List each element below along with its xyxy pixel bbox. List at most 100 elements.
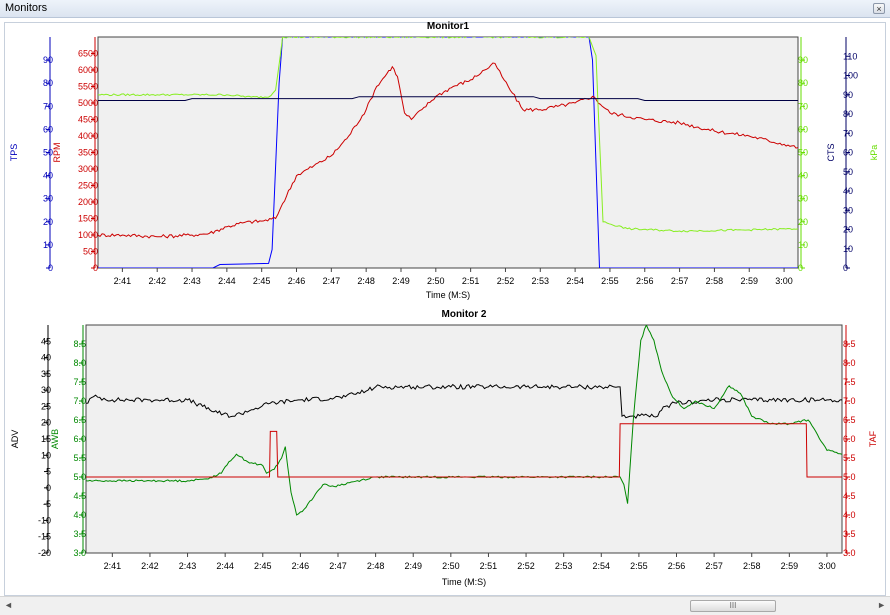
x-tick-label: 2:47 (329, 561, 347, 571)
series-line-tps (98, 37, 798, 268)
y-tick-label-adv: 5 (46, 467, 51, 477)
x-tick-label: 3:00 (818, 561, 836, 571)
x-tick-label: 2:57 (671, 276, 689, 286)
y-tick-label-tps: 30 (43, 194, 53, 204)
y-tick-label-adv: 30 (41, 385, 51, 395)
y-tick-label-cts: 80 (843, 109, 853, 119)
y-tick-label-awb: 6.5 (73, 415, 86, 425)
scroll-right-icon[interactable]: ► (877, 600, 886, 610)
x-tick-label: 2:47 (323, 276, 341, 286)
y-tick-label-cts: 60 (843, 148, 853, 158)
monitors-charts: Monitor1 2:41 2:42 2:43 2:44 2:45 2:46 2:47 2:48… (9, 21, 879, 587)
x-tick-label: 2:53 (555, 561, 573, 571)
y-tick-label-kpa: 70 (798, 101, 808, 111)
series-line-taf (86, 423, 842, 478)
y-tick-label-awb: 5.0 (73, 472, 86, 482)
x-tick-label: 2:52 (497, 276, 515, 286)
x-tick-label: 3:00 (775, 276, 793, 286)
y-axis-label-taf: TAF (868, 430, 878, 447)
y-tick-label-rpm: 6500 (78, 49, 98, 59)
y-tick-label-rpm: 2500 (78, 181, 98, 191)
monitors-frame (4, 22, 886, 596)
y-tick-label-adv: 35 (41, 369, 51, 379)
y-axis-label-adv: ADV (10, 430, 20, 449)
y-tick-label-taf: 3.5 (843, 529, 856, 539)
y-tick-label-adv: 15 (41, 434, 51, 444)
y-tick-label-kpa: 60 (798, 124, 808, 134)
series-line-kpa (98, 37, 798, 233)
y-tick-label-taf: 6.0 (843, 434, 856, 444)
y-tick-label-cts: 30 (843, 205, 853, 215)
y-axis-label-tps: TPS (9, 144, 19, 162)
y-tick-label-cts: 70 (843, 128, 853, 138)
monitor2-chart: Monitor 2 2:41 2:42 2:43 2:44 2:45 2:46 2:47 2:4… (10, 309, 878, 587)
y-tick-label-kpa: 10 (798, 240, 808, 250)
y-tick-label-rpm: 5000 (78, 98, 98, 108)
y-tick-label-taf: 8.0 (843, 358, 856, 368)
series-line-cts (98, 96, 798, 101)
window-titlebar: Monitors × (0, 0, 890, 18)
x-tick-label: 2:52 (517, 561, 535, 571)
y-tick-label-tps: 80 (43, 78, 53, 88)
y-tick-label-kpa: 40 (798, 171, 808, 181)
series-line-rpm (98, 62, 798, 239)
x-tick-label: 2:43 (179, 561, 197, 571)
x-tick-label: 2:45 (254, 561, 272, 571)
x-axis-label: Time (M:S) (426, 290, 470, 300)
y-tick-label-awb: 6.0 (73, 434, 86, 444)
y-tick-label-taf: 7.0 (843, 396, 856, 406)
y-tick-label-adv: 25 (41, 401, 51, 411)
x-tick-label: 2:53 (532, 276, 550, 286)
y-tick-label-cts: 90 (843, 90, 853, 100)
y-tick-label-rpm: 0 (93, 263, 98, 273)
x-tick-label: 2:48 (367, 561, 385, 571)
y-tick-label-taf: 8.5 (843, 339, 856, 349)
chart-title: Monitor1 (427, 21, 470, 32)
y-tick-label-tps: 0 (48, 263, 53, 273)
monitor1-chart: Monitor1 2:41 2:42 2:43 2:44 2:45 2:46 2:47 2:48… (9, 21, 879, 300)
y-axis-label-rpm: RPM (52, 143, 62, 163)
y-tick-label-tps: 60 (43, 124, 53, 134)
y-axis-label-cts: CTS (826, 144, 836, 162)
y-tick-label-awb: 7.0 (73, 396, 86, 406)
y-tick-label-cts: 40 (843, 186, 853, 196)
y-tick-label-tps: 10 (43, 240, 53, 250)
y-tick-label-taf: 4.0 (843, 510, 856, 520)
horizontal-scrollbar[interactable]: ◄ III ► (0, 596, 890, 615)
y-tick-label-kpa: 30 (798, 194, 808, 204)
y-tick-label-awb: 3.5 (73, 529, 86, 539)
scroll-left-icon[interactable]: ◄ (4, 600, 13, 610)
x-tick-label: 2:59 (740, 276, 758, 286)
y-tick-label-rpm: 4000 (78, 131, 98, 141)
y-tick-label-cts: 110 (843, 51, 857, 61)
y-tick-label-tps: 90 (43, 55, 53, 65)
y-tick-label-awb: 8.5 (73, 339, 86, 349)
y-tick-label-adv: -10 (38, 515, 51, 525)
x-tick-label: 2:54 (566, 276, 584, 286)
y-tick-label-rpm: 4500 (78, 115, 98, 125)
y-tick-label-adv: 20 (41, 418, 51, 428)
y-tick-label-taf: 3.0 (843, 548, 856, 558)
y-tick-label-taf: 6.5 (843, 415, 856, 425)
y-tick-label-awb: 3.0 (73, 548, 86, 558)
chart-title: Monitor 2 (442, 309, 487, 320)
y-tick-label-rpm: 3500 (78, 148, 98, 158)
x-tick-label: 2:51 (462, 276, 480, 286)
y-tick-label-awb: 4.0 (73, 510, 86, 520)
close-icon[interactable]: × (873, 3, 885, 14)
x-tick-label: 2:49 (392, 276, 410, 286)
y-tick-label-taf: 7.5 (843, 377, 856, 387)
series-line-adv (86, 383, 842, 419)
x-tick-label: 2:42 (141, 561, 159, 571)
x-tick-label: 2:57 (705, 561, 723, 571)
y-tick-label-rpm: 6000 (78, 65, 98, 75)
scrollbar-thumb[interactable]: III (690, 600, 776, 612)
y-tick-label-adv: -20 (38, 548, 51, 558)
x-tick-label: 2:56 (636, 276, 654, 286)
x-tick-label: 2:41 (104, 561, 122, 571)
y-tick-label-adv: 45 (41, 336, 51, 346)
x-tick-label: 2:58 (743, 561, 761, 571)
y-tick-label-taf: 4.5 (843, 491, 856, 501)
x-tick-label: 2:43 (183, 276, 201, 286)
x-tick-label: 2:59 (781, 561, 799, 571)
